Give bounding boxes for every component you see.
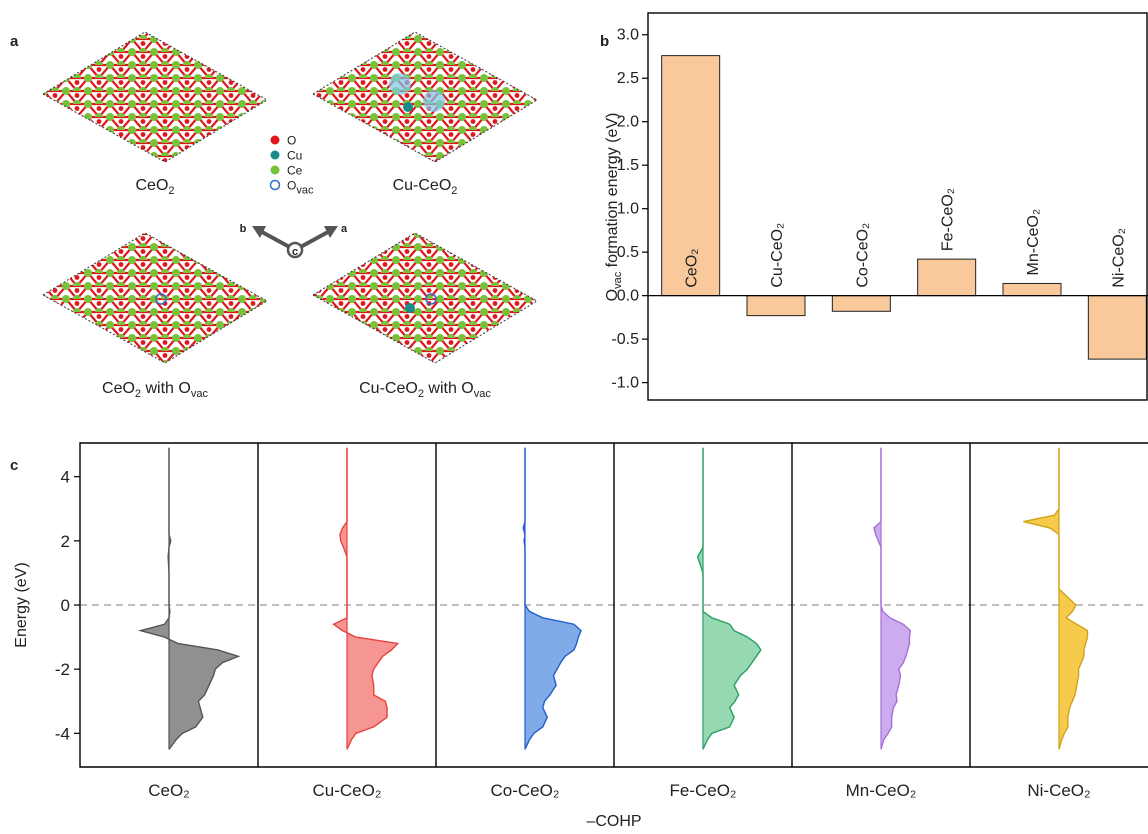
structure-label: CeO2	[135, 177, 174, 197]
axis-letter: c	[292, 246, 298, 258]
y-tick-label: 0.0	[617, 288, 639, 305]
structures	[43, 32, 537, 363]
category-label: Mn-CeO₂	[1025, 209, 1042, 276]
text-part: Ce	[287, 164, 303, 178]
text-part: CeO	[102, 380, 135, 397]
cohp-area	[1023, 448, 1087, 750]
y-tick-label: 4	[61, 468, 70, 487]
bar	[832, 296, 890, 312]
y-tick-label: 2	[61, 532, 70, 551]
category-label: Ni-CeO₂	[1110, 228, 1127, 288]
axis-letter: a	[341, 223, 348, 235]
structure-label: Cu-CeO2	[393, 177, 458, 197]
y-tick-label: 1.0	[617, 201, 639, 218]
text-part: with O	[424, 380, 474, 397]
y-tick-label: 3.0	[617, 27, 639, 44]
bar	[747, 296, 805, 316]
category-label: Fe-CeO₂	[940, 188, 957, 251]
category-label: CeO₂	[684, 249, 701, 288]
axis-letter: b	[240, 223, 247, 235]
legend-label: Cu	[287, 149, 302, 163]
panel-name: Cu-CeO₂	[313, 781, 382, 800]
panel-name: Mn-CeO₂	[846, 781, 917, 800]
structure-label: Cu-CeO2 with Ovac	[359, 380, 491, 400]
structure-label: CeO2 with Ovac	[102, 380, 208, 400]
bar	[1003, 283, 1061, 295]
legend-marker	[271, 151, 280, 160]
panel-name: CeO₂	[148, 781, 190, 800]
panel-name: Co-CeO₂	[491, 781, 560, 800]
legend-marker	[271, 136, 280, 145]
text-part: CeO	[135, 177, 168, 194]
highlight	[389, 73, 411, 95]
subscript: vac	[612, 271, 624, 289]
slab	[43, 32, 267, 162]
bar	[918, 259, 976, 296]
y-axis-label: Energy (eV)	[13, 562, 30, 647]
subscript: 2	[451, 185, 457, 197]
y-tick-label: 0.5	[617, 244, 639, 261]
slab	[313, 233, 537, 363]
text-part: Cu	[287, 149, 302, 163]
cohp-curve	[1023, 448, 1087, 750]
y-tick-label: -1.0	[611, 375, 639, 392]
bar-panel: CeO₂ Cu-CeO₂ Co-CeO₂ Fe-CeO₂ Mn-CeO₂ Ni-CeO₂	[662, 56, 1147, 360]
subscript: vac	[474, 388, 492, 400]
subscript: vac	[296, 185, 314, 197]
panel-label: a	[10, 33, 19, 50]
cohp-area	[141, 448, 239, 750]
y-tick-label: 2.0	[617, 114, 639, 131]
y-tick-label: -0.5	[611, 331, 639, 348]
panel-label: c	[10, 457, 18, 474]
subscript: vac	[191, 388, 209, 400]
legend-label: Ovac	[287, 179, 314, 197]
panel-label: b	[600, 33, 609, 50]
cu-atom	[403, 102, 413, 112]
legend-label: Ce	[287, 164, 303, 178]
category-label: Co-CeO₂	[854, 223, 871, 288]
category-label: Cu-CeO₂	[769, 223, 786, 288]
text-part: Cu-CeO	[359, 380, 418, 397]
text-part: O	[287, 179, 296, 193]
y-tick-label: 2.5	[617, 70, 639, 87]
cu-atom	[405, 303, 415, 313]
bar	[1088, 296, 1146, 359]
panel-name: Ni-CeO₂	[1027, 781, 1090, 800]
y-tick-label: -4	[55, 724, 70, 743]
cohp-area	[874, 448, 910, 750]
text-part: O	[287, 134, 296, 148]
cohp-area	[523, 448, 581, 750]
y-tick-label: 0	[61, 596, 70, 615]
figure: aCeO2Cu-CeO2CeO2 with OvacCu-CeO2 with O…	[0, 0, 1148, 834]
cohp-area	[698, 448, 761, 750]
text-part: Cu-CeO	[393, 177, 452, 194]
subscript: 2	[168, 185, 174, 197]
legend-marker	[271, 181, 280, 190]
text-part: with O	[141, 380, 191, 397]
legend-label: O	[287, 134, 296, 148]
slab	[43, 233, 267, 363]
plot-frame	[648, 13, 1147, 400]
highlight	[423, 90, 445, 112]
x-axis-label: –COHP	[586, 813, 641, 830]
cohp-area	[334, 448, 398, 750]
legend-marker	[271, 166, 280, 175]
y-tick-label: 1.5	[617, 157, 639, 174]
y-tick-label: -2	[55, 660, 70, 679]
panel-name: Fe-CeO₂	[669, 781, 736, 800]
